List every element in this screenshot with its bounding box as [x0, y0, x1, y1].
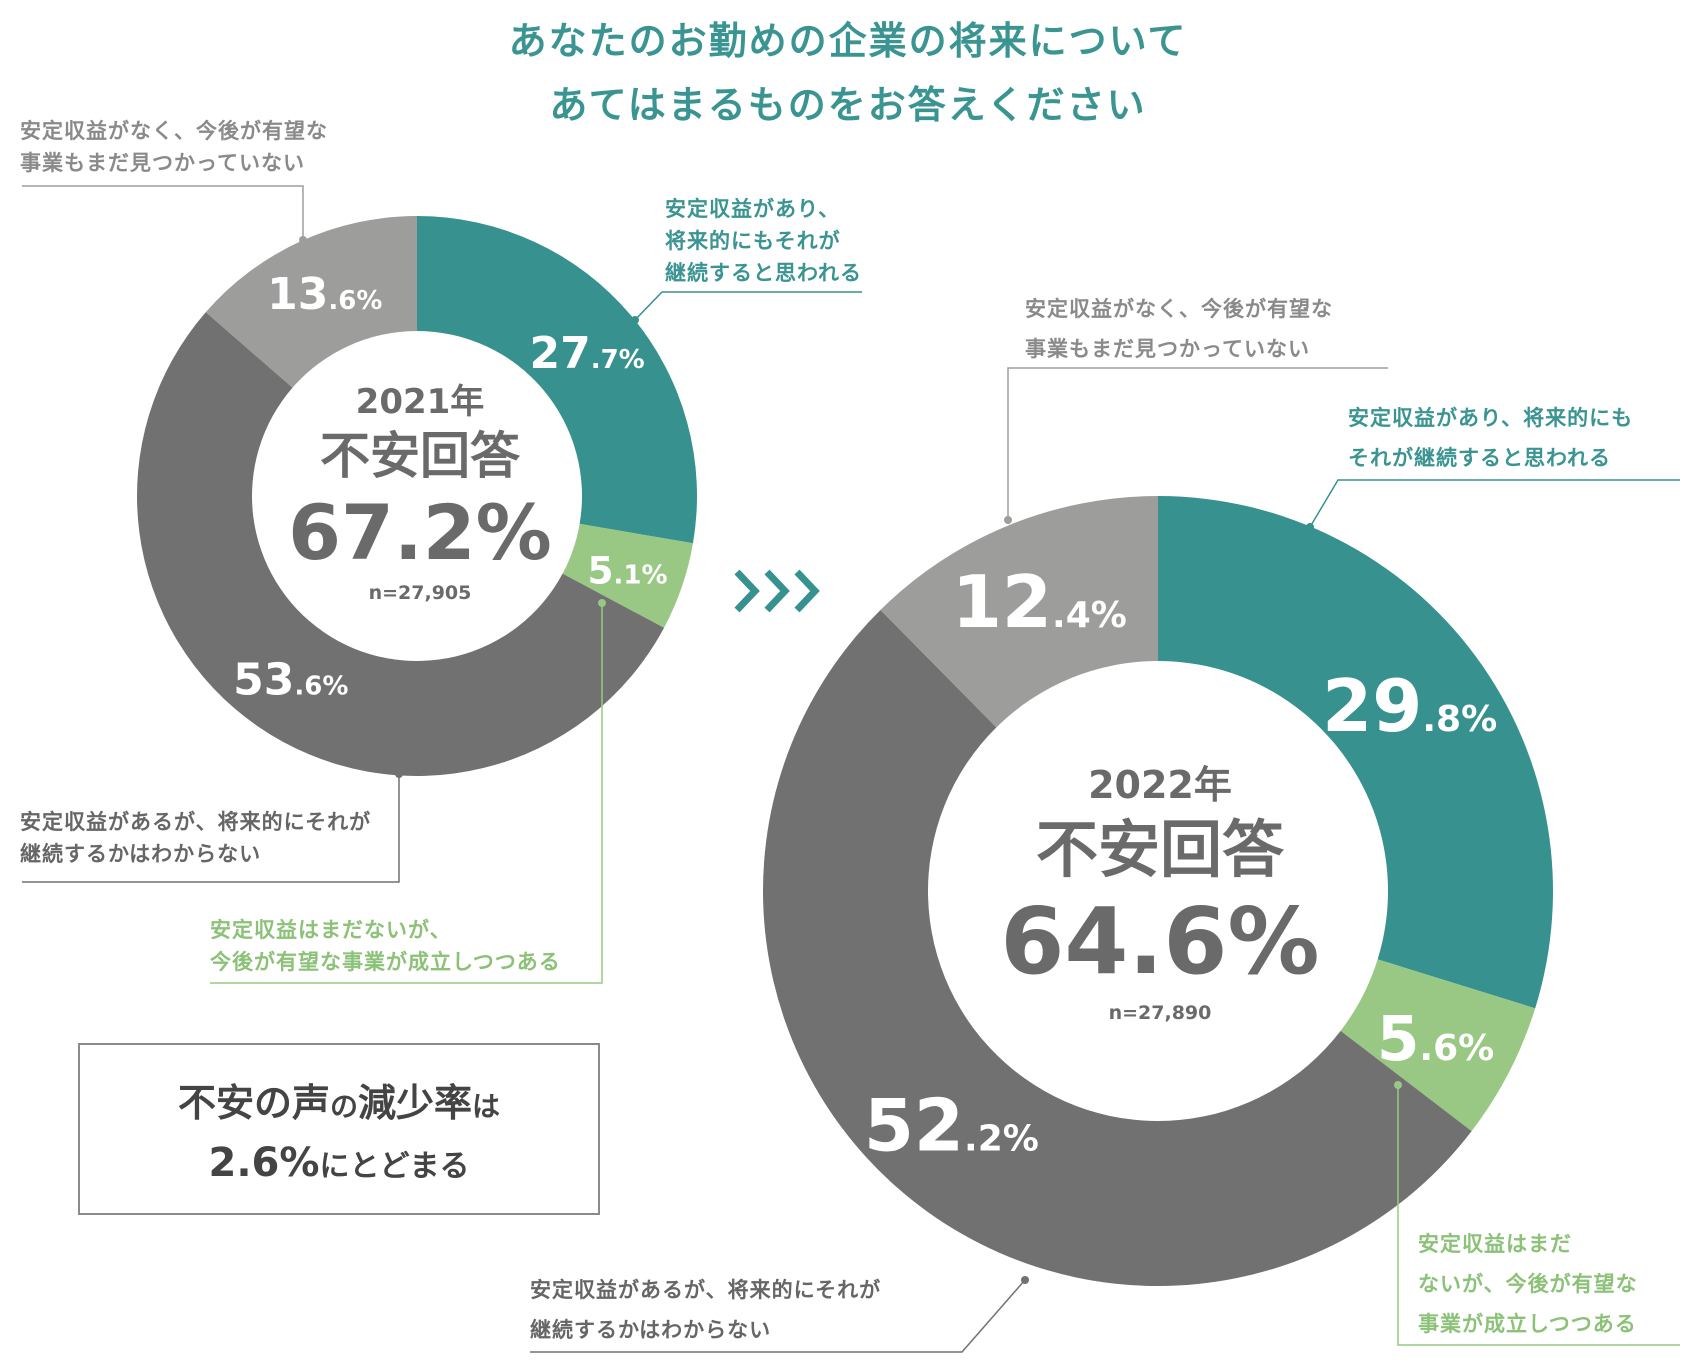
slice-2022-dark	[762, 609, 1472, 1287]
slice-2022-teal	[1158, 496, 1553, 1009]
value-label-2022-dark: 52.2%	[864, 1084, 1039, 1168]
label-2022-green: 安定収益はまだ ないが、今後が有望な 事業が成立しつつある	[1418, 1232, 1638, 1336]
leader-dot-2022-teal	[1306, 523, 1314, 531]
center-title-2021: 不安回答	[320, 427, 520, 485]
center-2021: 2021年 不安回答 67.2% n=27,905	[270, 380, 570, 608]
label-2021-green: 安定収益はまだないが、 今後が有望な事業が成立しつつある	[210, 918, 561, 974]
leader-dot-2021-dark	[395, 770, 403, 778]
label-2021-dark: 安定収益があるが、将来的にそれが 継続するかはわからない	[20, 810, 372, 866]
donut-2021: 27.7% 5.1% 53.6% 13.6%	[137, 216, 697, 776]
callout-line-1: 不安の声の減少率は	[177, 1081, 501, 1125]
center-2022: 2022年 不安回答 64.6% n=27,890	[980, 760, 1340, 1032]
value-label-2022-teal: 29.8%	[1322, 664, 1497, 748]
value-label-2021-grey: 13.6%	[267, 269, 382, 320]
leader-dot-2021-green	[598, 599, 606, 607]
center-value-2021: 67.2%	[288, 488, 552, 577]
slice-2021-dark	[137, 312, 665, 776]
center-value-2022: 64.6%	[1000, 888, 1320, 995]
year-label-2021: 2021年	[355, 382, 485, 422]
leader-2021-dark	[22, 774, 400, 883]
label-2021-teal: 安定収益があり、 将来的にもそれが 継続すると思われる	[665, 197, 862, 285]
slice-2022-grey	[880, 496, 1158, 728]
leader-2022-grey	[1007, 367, 1388, 520]
leader-dot-2022-dark	[1021, 1276, 1029, 1284]
leader-lines	[22, 185, 1680, 1353]
callout-line-2: 2.6%にとどまる	[208, 1140, 470, 1186]
arrow-chevrons-icon	[734, 569, 820, 613]
leader-dot-2022-green	[1394, 1081, 1402, 1089]
leader-2021-grey	[22, 185, 304, 240]
summary-callout: 不安の声の減少率は 2.6%にとどまる	[78, 1043, 600, 1215]
chart-title-line-2: あてはまるものをお答えください	[549, 83, 1147, 127]
label-2022-dark: 安定収益があるが、将来的にそれが 継続するかはわからない	[530, 1278, 882, 1342]
slice-2021-grey	[205, 216, 417, 388]
n-label-2021: n=27,905	[368, 582, 472, 604]
value-label-2021-green: 5.1%	[587, 548, 667, 592]
n-label-2022: n=27,890	[1108, 1002, 1212, 1024]
label-2021-grey: 安定収益がなく、今後が有望な 事業もまだ見つかっていない	[20, 119, 328, 175]
leader-2022-teal	[1309, 479, 1680, 528]
value-label-2022-green: 5.6%	[1377, 1004, 1494, 1075]
value-label-2021-teal: 27.7%	[529, 328, 644, 379]
label-2022-grey: 安定収益がなく、今後が有望な 事業もまだ見つかっていない	[1025, 297, 1333, 361]
slice-2021-teal	[417, 216, 697, 544]
value-label-2022-grey: 12.4%	[952, 560, 1127, 644]
slice-2021-green	[562, 523, 693, 628]
donut-2022: 29.8% 5.6% 52.2% 12.4%	[762, 496, 1553, 1287]
leader-2021-teal	[634, 291, 862, 321]
leader-2021-green	[210, 603, 603, 984]
value-label-2021-dark: 53.6%	[233, 655, 348, 706]
label-2022-teal: 安定収益があり、将来的にも それが継続すると思われる	[1348, 406, 1634, 470]
leader-2022-dark	[530, 1279, 1026, 1353]
slice-2022-green	[1340, 959, 1536, 1132]
leader-2022-green	[1397, 1085, 1680, 1346]
leader-dot-2022-grey	[1004, 516, 1012, 524]
chart-title-line-1: あなたのお勤めの企業の将来について	[508, 19, 1188, 63]
center-title-2022: 不安回答	[1035, 813, 1284, 886]
leader-dot-2021-teal	[631, 316, 639, 324]
year-label-2022: 2022年	[1088, 763, 1232, 807]
leader-dot-2021-grey	[299, 236, 307, 244]
